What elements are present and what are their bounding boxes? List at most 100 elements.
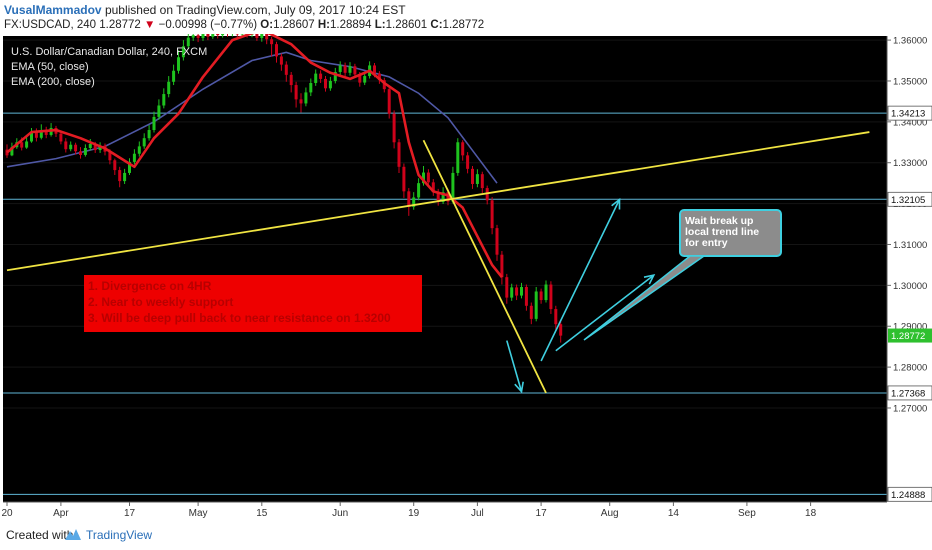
candle-body [480,174,484,189]
candle-body [510,287,514,298]
candle-body [221,34,225,36]
candle-body [549,284,553,310]
arrows [506,197,656,394]
note-box[interactable] [679,209,782,257]
tradingview-brand[interactable]: TradingView [86,528,153,542]
author-link[interactable]: VusalMammadov [4,3,102,17]
candle-body [118,170,122,182]
candle-body [500,254,504,278]
candle-body [490,200,494,229]
candle-body [544,284,548,301]
candle-body [466,155,470,169]
arrow-shaft[interactable] [540,199,621,362]
candle-body [397,142,401,167]
candle-body [206,34,210,37]
candle-body [167,81,171,95]
candle-body [275,44,278,57]
high-value: 1.28894 [329,19,372,31]
candle-body [524,286,528,306]
arrow-head [514,381,524,394]
trend-line-local[interactable] [422,139,547,394]
time-tick-label: Jun [332,508,348,518]
candle-body [324,78,327,89]
candle-body [309,83,313,93]
candle-body [417,183,421,198]
time-tick-label: 20 [1,508,13,518]
candle-body [353,66,357,75]
level-label: 1.27368 [891,388,925,399]
candle-body [39,130,43,138]
candle-body [20,142,24,148]
candle-body [348,66,352,73]
candle-body [328,80,332,89]
legend-ema200[interactable]: EMA (200, close) [11,76,95,88]
candle-body [211,34,215,37]
high-label: H: [317,19,330,31]
level-label: 1.24888 [891,490,925,501]
candle-body [529,305,533,319]
legend-ema50[interactable]: EMA (50, close) [11,61,89,73]
publish-info: VusalMammadov published on TradingView.c… [4,3,406,17]
price-tick-label: 1.35000 [893,76,927,87]
note-line-3: for entry [685,237,728,249]
candle-body [515,287,519,296]
candle-body [88,143,92,149]
candle-body [426,172,430,183]
price-change: −0.00998 (−0.77%) [158,19,258,31]
price-axis[interactable]: 1.270001.280001.290001.300001.310001.320… [887,36,932,502]
legend-instrument: U.S. Dollar/Canadian Dollar, 240, FXCM [11,46,207,58]
price-chart[interactable]: U.S. Dollar/Canadian Dollar, 240, FXCM E… [0,34,932,518]
time-tick-label: 17 [124,508,136,518]
arrow-shaft[interactable] [506,340,523,392]
level-label: 1.32105 [891,195,925,206]
ema200-path [6,51,498,184]
candle-body [284,64,288,75]
candle-body [363,76,367,83]
candle-body [255,34,259,39]
arrow-shaft[interactable] [555,274,655,352]
trend-line-support[interactable] [6,131,870,272]
candle-body [299,99,303,104]
candle-body [451,172,455,202]
annotation-line-2: 2. Near to weekly support [88,295,233,309]
annotation-line-3: 3. Will be deep pull back to near resist… [88,311,391,325]
candle-body [461,142,465,156]
time-axis[interactable]: 20 Apr 17 May 15 Jun 19 Jul 17 Aug 14 Sep 18 [1,502,817,518]
close-value: 1.28772 [442,19,485,31]
price-tick-label: 1.36000 [893,36,927,47]
candle-body [407,191,411,207]
candle-body [44,130,48,135]
candle-body [382,80,386,90]
annotation-red-box[interactable] [84,275,422,332]
candle-body [377,73,381,81]
candle-body [333,71,337,81]
trend-lines [6,131,870,394]
annotation-line-1: 1. Divergence on 4HR [88,279,212,293]
level-label-box [887,385,932,401]
ema200-line [6,51,498,184]
note-pointer [583,255,707,341]
chart-footer: Created with TradingView [0,518,932,550]
candle-body [113,160,117,171]
candle-body [59,133,63,142]
candle-body [147,130,151,139]
candle-body [279,56,283,65]
candle-body [196,35,200,39]
candle-body [34,132,38,138]
candle-body [108,151,112,161]
price-tick-label: 1.28000 [893,363,927,374]
price-tick-label: 1.29000 [893,322,927,333]
candle-body [456,142,460,173]
candle-body [128,161,131,173]
candle-body [10,147,14,156]
candle-body [505,277,509,298]
published-text: published on TradingView.com, July 09, 2… [104,3,406,17]
created-with-text: Created with [6,528,74,542]
current-price-label: 1.28772 [891,331,925,342]
level-label-box [887,486,932,502]
candle-body [93,143,97,151]
plot-area[interactable] [3,36,887,502]
candle-body [64,141,68,150]
current-price-tag [888,328,932,343]
candle-body [265,34,269,40]
